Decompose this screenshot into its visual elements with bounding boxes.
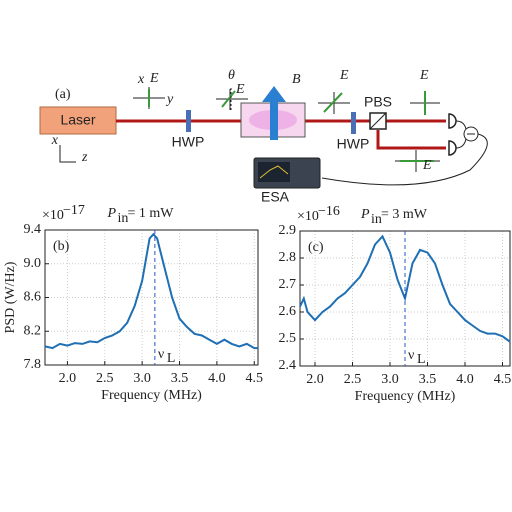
pbs-diagonal [369,112,387,130]
y-multiplier: ×10 [42,208,64,223]
y-multiplier-exp: −17 [63,203,85,218]
e-label: E [422,158,432,173]
title-sub: in [371,212,382,227]
x-tick-label: 4.5 [494,372,512,387]
theta-label: θ [228,68,235,83]
hwp-label: HWP [337,136,370,152]
resonance-label-sub: L [167,351,176,366]
hwp-label: HWP [172,134,205,150]
e-label: E [419,68,429,83]
title: P [107,206,117,221]
axis-x: x [51,133,59,148]
b-label: B [292,72,301,87]
x-tick-label: 2.0 [306,372,324,387]
x-tick-label: 3.0 [133,371,151,386]
title-sub: in [118,211,129,226]
esa-screen [258,162,290,182]
wire [321,120,488,186]
x-axis-label: Frequency (MHz) [355,389,456,404]
x-tick-label: 2.5 [96,371,114,386]
y-tick-label: 9.0 [24,256,42,271]
resonance-label: ν [408,348,414,363]
pol-y: y [165,92,174,107]
x-tick-label: 3.5 [171,371,189,386]
e-label: E [235,82,245,97]
y-tick-label: 2.8 [279,250,297,265]
esa-trace [259,165,289,179]
x-tick-label: 4.0 [456,372,474,387]
y-multiplier: ×10 [297,209,319,224]
resonance-label-sub: L [417,352,426,367]
y-tick-label: 7.8 [24,357,42,372]
hwp [186,110,191,132]
pbs-label: PBS [364,94,392,110]
x-tick-label: 4.5 [246,371,264,386]
laser-label: Laser [60,112,95,128]
y-tick-label: 2.6 [279,304,297,319]
x-axis-label: Frequency (MHz) [101,388,202,403]
setup-diagram: (a) Laser HWP HWP B PBS ESA x z [39,68,488,205]
panel-label: (b) [53,239,70,254]
esa-label: ESA [261,189,290,205]
y-tick-label: 9.4 [24,222,42,237]
resonance-label: ν [158,347,164,362]
detectors [448,113,457,156]
y-tick-label: 8.2 [24,323,42,338]
y-tick-label: 2.7 [279,277,297,292]
title-rest: = 1 mW [128,206,175,221]
x-tick-label: 3.5 [419,372,437,387]
y-tick-label: 2.9 [279,223,297,238]
title-rest: = 3 mW [381,207,428,222]
e-label: E [149,71,159,86]
title: P [360,207,370,222]
plot-frame [44,229,259,366]
pol-x: x [137,72,145,87]
panel-label: (a) [55,87,71,102]
laser-box [39,106,117,135]
e-vectors [148,89,434,162]
panel-label: (c) [308,240,324,255]
x-tick-label: 2.5 [344,372,362,387]
y-tick-label: 2.5 [279,331,297,346]
y-multiplier-exp: −16 [318,204,340,219]
hwp [351,112,356,134]
data-line [44,232,258,350]
x-tick-label: 4.0 [208,371,226,386]
y-tick-label: 2.4 [279,358,297,373]
coord-axes [59,145,76,163]
axis-z: z [81,150,88,165]
b-arrow [262,86,286,140]
x-tick-label: 2.0 [59,371,77,386]
y-tick-label: 8.6 [24,290,42,305]
data-line [299,234,511,343]
x-tick-label: 3.0 [381,372,399,387]
y-axis-label: PSD (W/Hz) [3,261,18,333]
e-label: E [339,68,349,83]
